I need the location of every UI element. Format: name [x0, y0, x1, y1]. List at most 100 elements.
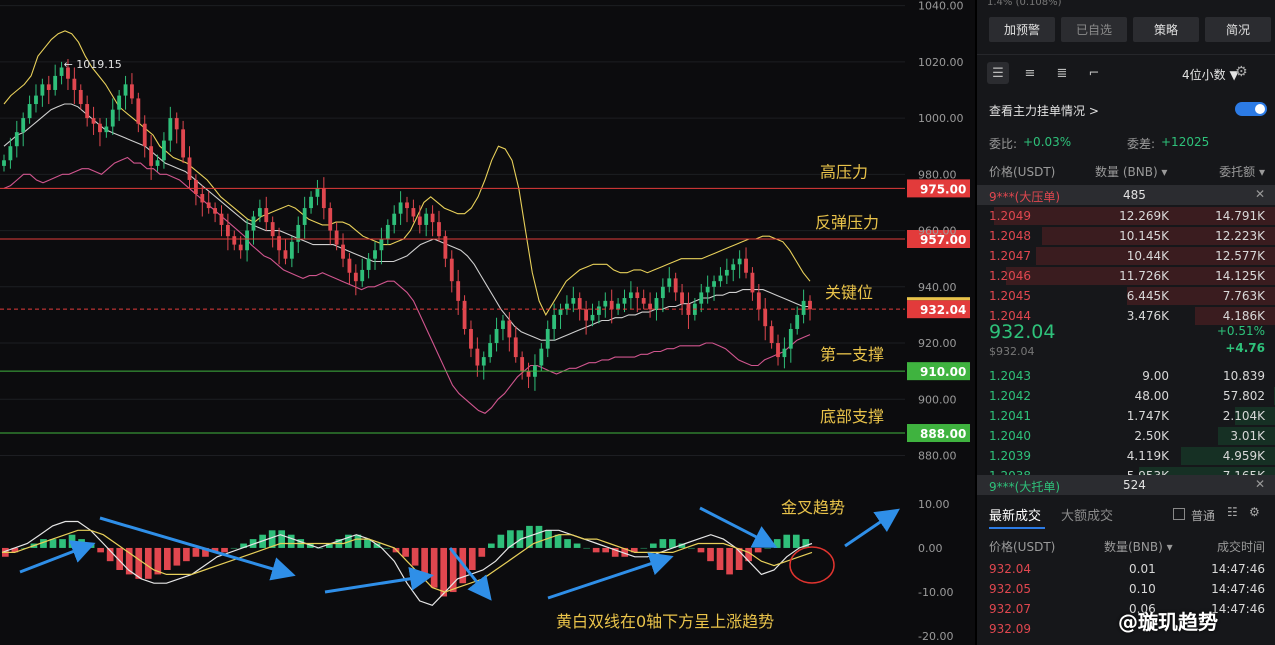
- candle-body: [168, 118, 173, 141]
- filter-icon[interactable]: ☷: [1227, 505, 1238, 519]
- tab-large-trades[interactable]: 大额成交: [1061, 509, 1114, 524]
- trend-arrow: [699, 506, 778, 548]
- macd-histogram-bar: [135, 547, 143, 579]
- last-price: 932.04: [989, 321, 1056, 343]
- trade-qty: 0.10: [1129, 582, 1156, 596]
- level-price-tag-label: 888.00: [920, 427, 966, 441]
- bid-row[interactable]: 1.2042 48.00 57.802: [977, 386, 1275, 406]
- bid-row[interactable]: 1.2043 9.00 10.839: [977, 366, 1275, 386]
- level-price-tag: [907, 179, 970, 198]
- candle-body: [462, 300, 467, 329]
- orderbook-sell-icon[interactable]: ≣: [1056, 65, 1068, 81]
- candle-body: [520, 357, 525, 372]
- candle-body: [731, 264, 736, 270]
- ask-qty: 10.145K: [1119, 229, 1169, 243]
- macd-histogram-bar: [106, 547, 114, 562]
- macd-histogram-bar: [659, 539, 667, 548]
- ask-total: 4.186K: [1222, 309, 1265, 323]
- decimals-select[interactable]: 4位小数 ▼: [1182, 68, 1239, 82]
- orderbook-buy-icon[interactable]: ≡: [1024, 65, 1036, 81]
- bid-row[interactable]: 1.2040 2.50K 3.01K: [977, 426, 1275, 446]
- candle-body: [277, 236, 281, 251]
- overview-button[interactable]: 简况: [1205, 17, 1271, 42]
- price-tick-label: 880.00: [918, 450, 957, 463]
- ask-row[interactable]: 1.2049 12.269K 14.791K: [977, 206, 1275, 226]
- candle-body: [660, 286, 665, 299]
- trade-qty: 0.06: [1129, 602, 1156, 616]
- bid-price: 1.2041: [989, 409, 1031, 423]
- ask-row[interactable]: 1.2044 3.476K 4.186K: [977, 306, 1275, 326]
- candle-body: [136, 98, 141, 124]
- candle-body: [385, 224, 390, 239]
- tab-latest-trades[interactable]: 最新成交: [989, 509, 1042, 524]
- macd-histogram-bar: [716, 547, 724, 570]
- bid-total: 2.104K: [1222, 409, 1265, 423]
- candle-body: [347, 258, 352, 273]
- ask-row[interactable]: 1.2047 10.44K 12.577K: [977, 246, 1275, 266]
- trade-row: 932.09: [977, 619, 1275, 639]
- candle-body: [334, 230, 339, 245]
- candle-body: [756, 292, 761, 310]
- level-price-tag-label: 932.04: [920, 303, 966, 317]
- depth-bar: [1234, 407, 1275, 425]
- candle-body: [724, 269, 729, 276]
- ask-row[interactable]: 1.2046 11.726K 14.125K: [977, 266, 1275, 286]
- candle-body: [193, 179, 198, 195]
- strategy-button[interactable]: 策略: [1133, 17, 1199, 42]
- candle-body: [456, 281, 461, 301]
- macd-histogram-bar: [468, 547, 476, 570]
- depth-bar: [1006, 267, 1275, 285]
- price-chart[interactable]: ← 1019.15 高压力 975.00 反弹压力 957.00 关键位 932.04 第一…: [0, 0, 975, 645]
- ask-total: 7.763K: [1222, 289, 1265, 303]
- orderbook-both-icon[interactable]: ☰: [987, 62, 1009, 84]
- qty-header[interactable]: 数量 (BNB) ▾: [1095, 165, 1168, 179]
- macd-histogram-bar: [602, 547, 610, 553]
- macd-histogram-bar: [488, 543, 495, 548]
- macd-histogram-bar: [383, 547, 390, 549]
- macd-histogram-bar: [545, 530, 552, 548]
- bid-qty: 1.747K: [1126, 409, 1169, 423]
- bid-total: 3.01K: [1230, 429, 1265, 443]
- main-force-link[interactable]: 查看主力挂单情况 >: [989, 104, 1099, 118]
- trade-time-header: 成交时间: [1216, 540, 1265, 554]
- candle-body: [616, 303, 621, 310]
- macd-tick-label: -20.00: [918, 630, 953, 643]
- normal-checkbox[interactable]: [1173, 508, 1185, 520]
- ask-row[interactable]: 1.2048 10.145K 12.223K: [977, 226, 1275, 246]
- macd-histogram-bar: [40, 539, 47, 548]
- depth-bar: [1042, 227, 1275, 245]
- macd-histogram-bar: [68, 534, 76, 548]
- candle-body: [501, 320, 505, 329]
- bid-row[interactable]: 1.2039 4.119K 4.959K: [977, 446, 1275, 466]
- main-force-toggle[interactable]: [1235, 102, 1267, 116]
- trade-time: 14:47:46: [1211, 582, 1265, 596]
- level-label: 第一支撑: [820, 345, 884, 364]
- expand-icon[interactable]: ⌐: [1088, 65, 1100, 81]
- depth-bar: [1035, 247, 1275, 265]
- trade-time: 14:47:46: [1211, 602, 1265, 616]
- macd-histogram-bar: [773, 539, 781, 548]
- candle-body: [680, 292, 684, 304]
- candle-body: [494, 328, 499, 344]
- price-axis: 1040.00 1020.00 1000.00 980.00 960.00 940.00 9…: [918, 0, 964, 463]
- level-price-tag: [907, 424, 970, 443]
- bid-row[interactable]: 1.2041 1.747K 2.104K: [977, 406, 1275, 426]
- total-header[interactable]: 委托额 ▾: [1219, 165, 1265, 179]
- candle-body: [206, 202, 211, 209]
- candle-body: [801, 300, 806, 315]
- macd-histogram-bar: [154, 547, 162, 575]
- trade-qty-header[interactable]: 数量(BNB) ▾: [1104, 540, 1173, 554]
- close-icon[interactable]: ✕: [1254, 477, 1265, 491]
- macd-tick-label: -10.00: [918, 586, 953, 599]
- favorited-button[interactable]: 已自选: [1061, 17, 1127, 42]
- candle-body: [596, 306, 601, 315]
- level-price-tag-label: 957.00: [920, 233, 966, 247]
- candle-body: [155, 160, 160, 166]
- close-icon[interactable]: ✕: [1254, 187, 1265, 201]
- gear-icon[interactable]: ⚙: [1235, 64, 1248, 80]
- ask-row[interactable]: 1.2045 6.445K 7.763K: [977, 286, 1275, 306]
- gear-icon[interactable]: ⚙: [1249, 505, 1260, 519]
- candle-body: [488, 343, 493, 358]
- depth-bar: [993, 207, 1275, 225]
- add-alert-button[interactable]: 加预警: [989, 17, 1055, 42]
